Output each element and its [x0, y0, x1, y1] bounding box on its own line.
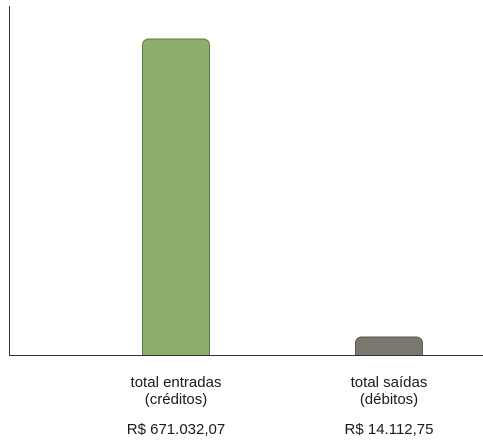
baseline-mask [10, 355, 483, 364]
bars-group [9, 38, 483, 364]
category-label-0: total entradas (créditos) [86, 374, 266, 408]
bar-0 [142, 38, 210, 362]
category-label-0-line2: (créditos) [144, 391, 208, 408]
value-label-0: R$ 671.032,07 [126, 421, 226, 438]
category-label-0-line1: total entradas [130, 374, 222, 391]
category-label-1-line1: total saídas [350, 374, 428, 391]
value-label-1: R$ 14.112,75 [344, 421, 434, 438]
category-label-1-line2: (débitos) [359, 391, 419, 408]
category-label-1: total saídas (débitos) [299, 374, 479, 408]
